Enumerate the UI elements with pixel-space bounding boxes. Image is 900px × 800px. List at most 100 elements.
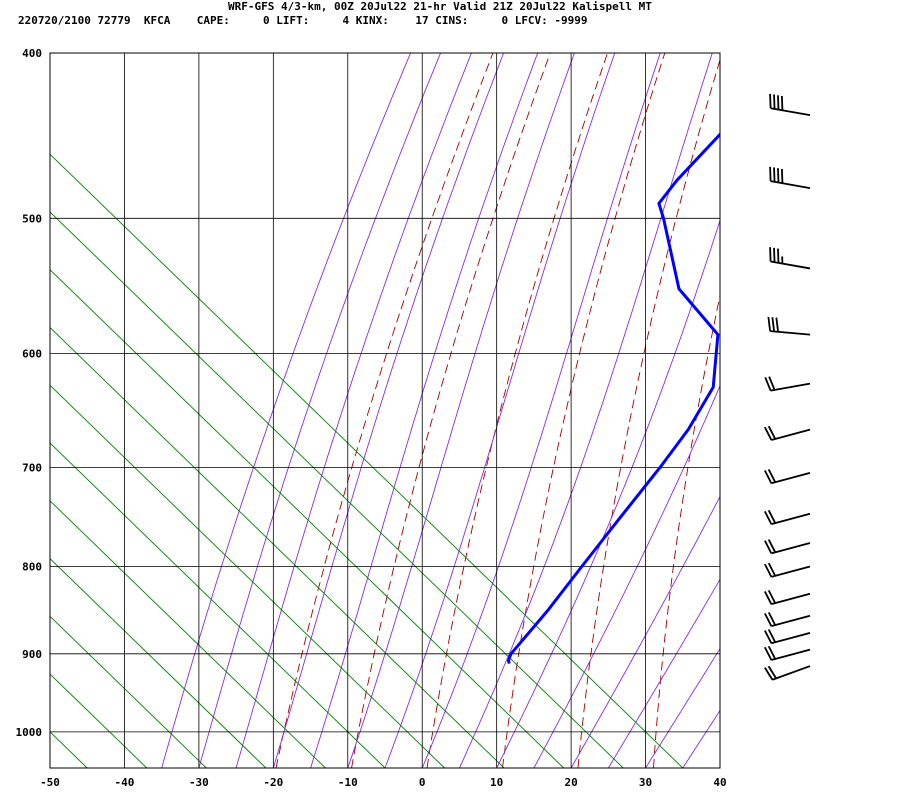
mixing-ratio-line <box>50 269 564 768</box>
tick-labels: -50 -40 -30 -20 -10 0 10 20 30 40 400 500 600 700 800 9… <box>16 47 727 789</box>
barb-feather <box>769 93 772 109</box>
barb-feather <box>771 317 776 332</box>
wind-barb <box>764 665 811 681</box>
wind-barb <box>764 539 811 555</box>
mixing-ratio-line <box>50 153 684 768</box>
chart-title-line1: WRF-GFS 4/3-km, 00Z 20Jul22 21-hr Valid … <box>228 0 652 13</box>
barb-feather <box>767 316 772 332</box>
barb-shaft <box>771 614 811 628</box>
y-tick-label: 400 <box>22 47 42 60</box>
dewpoint-profile <box>507 132 720 664</box>
moist-adiabat <box>310 53 539 768</box>
mixing-ratio-line <box>50 500 326 768</box>
x-tick-label: -50 <box>40 776 60 789</box>
barb-shaft <box>770 382 811 392</box>
barb-feather <box>775 317 780 332</box>
wind-barb <box>769 93 811 117</box>
wind-barb <box>767 316 811 336</box>
moist-adiabat <box>161 53 412 768</box>
barb-feather <box>764 667 774 681</box>
wind-barb <box>769 247 811 270</box>
barb-feather <box>767 539 777 553</box>
dry-adiabat <box>577 58 720 768</box>
profile-lines <box>507 107 900 664</box>
moist-adiabat <box>347 53 575 768</box>
grid-lines <box>50 53 720 768</box>
barb-feather <box>773 247 776 263</box>
barb-feather <box>764 470 773 484</box>
y-tick-label: 900 <box>22 648 42 661</box>
barb-feather <box>767 665 777 679</box>
mixing-ratio-line <box>50 384 445 768</box>
dry-adiabat <box>879 44 900 768</box>
wind-barb <box>764 509 811 525</box>
barb-feather <box>764 646 773 661</box>
dry-adiabat <box>729 44 839 768</box>
x-tick-label: 0 <box>419 776 426 789</box>
wind-barb <box>764 425 811 441</box>
wind-barb <box>764 376 811 392</box>
barb-feather <box>764 540 773 554</box>
barb-shaft <box>770 330 811 336</box>
moist-adiabat <box>682 709 720 768</box>
barb-feather <box>764 612 773 627</box>
x-tick-label: 10 <box>490 776 503 789</box>
barb-feather <box>767 509 777 524</box>
barb-feather <box>767 645 777 660</box>
wind-barb <box>764 611 811 628</box>
barb-feather <box>764 426 773 441</box>
barb-feather <box>773 167 776 182</box>
x-tick-label: -40 <box>115 776 135 789</box>
barb-feather <box>781 95 784 111</box>
barb-feather <box>773 94 776 109</box>
barb-shaft <box>772 665 811 681</box>
barb-shaft <box>771 632 811 645</box>
x-tick-label: -20 <box>263 776 283 789</box>
barb-feather <box>764 591 773 605</box>
barb-shaft <box>770 180 811 189</box>
barb-feather <box>777 248 780 263</box>
wind-barb <box>764 589 811 606</box>
barb-shaft <box>771 512 811 525</box>
barb-feather <box>767 425 777 440</box>
barb-feather <box>767 629 777 643</box>
plot-frame <box>49 52 721 769</box>
barb-feather <box>767 611 777 626</box>
y-tick-label: 700 <box>22 462 42 475</box>
dry-adiabat <box>426 53 608 768</box>
barb-feather <box>769 247 772 262</box>
y-tick-label: 500 <box>22 212 42 225</box>
x-tick-label: -10 <box>338 776 358 789</box>
barb-shaft <box>770 107 811 117</box>
moist-adiabat <box>533 384 720 768</box>
moist-adiabat <box>645 647 720 768</box>
barb-shaft <box>770 260 811 270</box>
mixing-ratio-line <box>50 326 505 768</box>
barb-shaft <box>771 472 811 485</box>
moist-adiabat <box>272 53 505 768</box>
barb-feather <box>767 562 777 577</box>
y-tick-label: 800 <box>22 561 42 574</box>
barb-shaft <box>771 565 811 578</box>
moist-adiabat <box>458 53 713 768</box>
mixing-ratio-line <box>50 557 267 768</box>
barb-feather <box>777 95 780 110</box>
moist-adiabat <box>198 53 442 768</box>
barb-feather <box>777 168 780 183</box>
mixing-ratio-line <box>50 442 386 768</box>
wind-barb <box>769 166 811 189</box>
barb-feather <box>764 630 773 644</box>
x-tick-label: 40 <box>713 776 726 789</box>
dry-adiabat <box>502 53 666 768</box>
barb-feather <box>767 589 777 604</box>
temperature-profile <box>733 107 900 664</box>
x-tick-label: -30 <box>189 776 209 789</box>
moist-adiabat <box>384 53 616 768</box>
barb-feather <box>764 376 772 391</box>
mixing-ratio-line <box>50 211 624 768</box>
moist-adiabat <box>607 578 720 768</box>
moist-adiabat <box>719 767 720 768</box>
wind-barb <box>764 469 811 485</box>
barb-feather <box>767 469 777 483</box>
